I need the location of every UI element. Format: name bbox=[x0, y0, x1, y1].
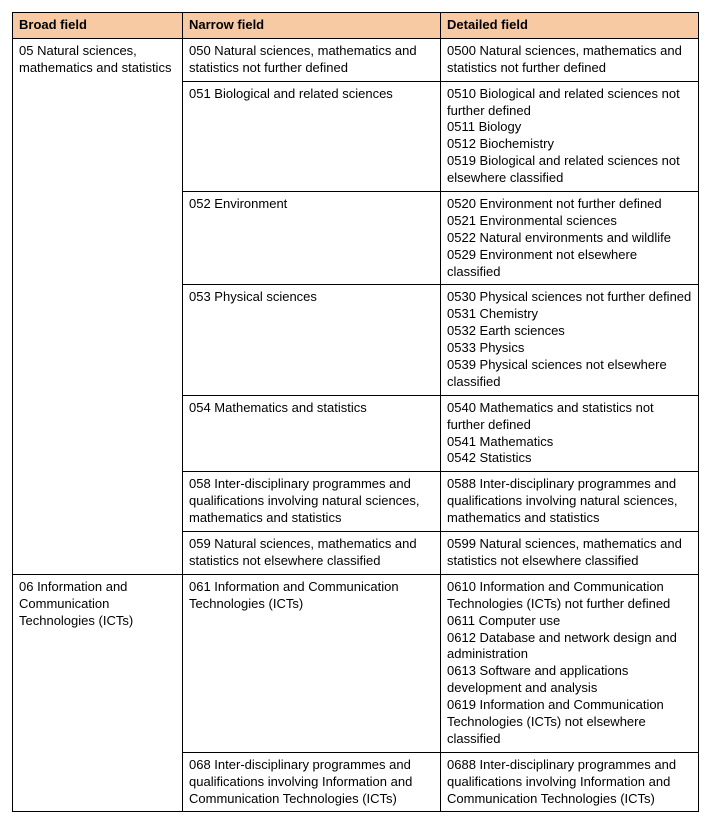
detailed-field-item: 0610 Information and Communication Techn… bbox=[447, 579, 692, 613]
narrow-field-cell: 058 Inter-disciplinary programmes and qu… bbox=[183, 472, 441, 532]
table-header-row: Broad field Narrow field Detailed field bbox=[13, 13, 699, 39]
narrow-field-cell: 059 Natural sciences, mathematics and st… bbox=[183, 532, 441, 575]
narrow-field-cell: 061 Information and Communication Techno… bbox=[183, 574, 441, 752]
narrow-field-cell: 053 Physical sciences bbox=[183, 285, 441, 395]
detailed-field-item: 0539 Physical sciences not elsewhere cla… bbox=[447, 357, 692, 391]
detailed-field-item: 0613 Software and applications developme… bbox=[447, 663, 692, 697]
table-row: 05 Natural sciences, mathematics and sta… bbox=[13, 38, 699, 81]
detailed-field-cell: 0599 Natural sciences, mathematics and s… bbox=[441, 532, 699, 575]
narrow-field-cell: 052 Environment bbox=[183, 192, 441, 285]
detailed-field-cell: 0520 Environment not further defined0521… bbox=[441, 192, 699, 285]
detailed-field-cell: 0688 Inter-disciplinary programmes and q… bbox=[441, 752, 699, 812]
detailed-field-cell: 0530 Physical sciences not further defin… bbox=[441, 285, 699, 395]
detailed-field-item: 0529 Environment not elsewhere classifie… bbox=[447, 247, 692, 281]
narrow-field-cell: 068 Inter-disciplinary programmes and qu… bbox=[183, 752, 441, 812]
fields-table: Broad field Narrow field Detailed field … bbox=[12, 12, 699, 812]
detailed-field-cell: 0610 Information and Communication Techn… bbox=[441, 574, 699, 752]
broad-field-cell: 05 Natural sciences, mathematics and sta… bbox=[13, 38, 183, 574]
detailed-field-item: 0532 Earth sciences bbox=[447, 323, 692, 340]
detailed-field-item: 0512 Biochemistry bbox=[447, 136, 692, 153]
detailed-field-item: 0522 Natural environments and wildlife bbox=[447, 230, 692, 247]
detailed-field-cell: 0500 Natural sciences, mathematics and s… bbox=[441, 38, 699, 81]
detailed-field-item: 0688 Inter-disciplinary programmes and q… bbox=[447, 757, 692, 808]
detailed-field-item: 0599 Natural sciences, mathematics and s… bbox=[447, 536, 692, 570]
detailed-field-item: 0511 Biology bbox=[447, 119, 692, 136]
detailed-field-item: 0530 Physical sciences not further defin… bbox=[447, 289, 692, 306]
detailed-field-item: 0533 Physics bbox=[447, 340, 692, 357]
detailed-field-item: 0519 Biological and related sciences not… bbox=[447, 153, 692, 187]
col-header-narrow: Narrow field bbox=[183, 13, 441, 39]
table-body: 05 Natural sciences, mathematics and sta… bbox=[13, 38, 699, 812]
detailed-field-item: 0520 Environment not further defined bbox=[447, 196, 692, 213]
detailed-field-item: 0542 Statistics bbox=[447, 450, 692, 467]
detailed-field-item: 0500 Natural sciences, mathematics and s… bbox=[447, 43, 692, 77]
narrow-field-cell: 050 Natural sciences, mathematics and st… bbox=[183, 38, 441, 81]
detailed-field-item: 0612 Database and network design and adm… bbox=[447, 630, 692, 664]
detailed-field-cell: 0540 Mathematics and statistics not furt… bbox=[441, 395, 699, 472]
detailed-field-item: 0619 Information and Communication Techn… bbox=[447, 697, 692, 748]
detailed-field-item: 0510 Biological and related sciences not… bbox=[447, 86, 692, 120]
narrow-field-cell: 054 Mathematics and statistics bbox=[183, 395, 441, 472]
narrow-field-cell: 051 Biological and related sciences bbox=[183, 81, 441, 191]
detailed-field-item: 0521 Environmental sciences bbox=[447, 213, 692, 230]
detailed-field-item: 0540 Mathematics and statistics not furt… bbox=[447, 400, 692, 434]
broad-field-cell: 06 Information and Communication Technol… bbox=[13, 574, 183, 812]
col-header-broad: Broad field bbox=[13, 13, 183, 39]
detailed-field-item: 0588 Inter-disciplinary programmes and q… bbox=[447, 476, 692, 527]
detailed-field-cell: 0510 Biological and related sciences not… bbox=[441, 81, 699, 191]
table-row: 06 Information and Communication Technol… bbox=[13, 574, 699, 752]
col-header-detailed: Detailed field bbox=[441, 13, 699, 39]
detailed-field-cell: 0588 Inter-disciplinary programmes and q… bbox=[441, 472, 699, 532]
detailed-field-item: 0531 Chemistry bbox=[447, 306, 692, 323]
detailed-field-item: 0541 Mathematics bbox=[447, 434, 692, 451]
detailed-field-item: 0611 Computer use bbox=[447, 613, 692, 630]
